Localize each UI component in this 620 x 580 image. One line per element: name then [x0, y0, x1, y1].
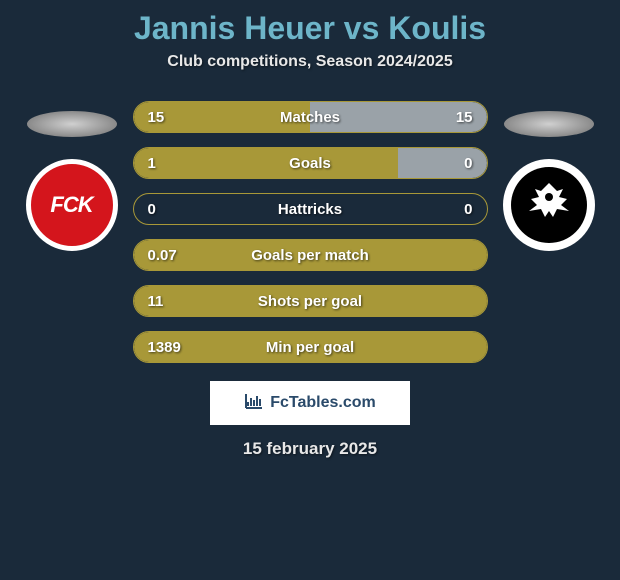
- stat-label: Matches: [280, 109, 340, 126]
- stat-bar-goals-per-match: 0.07 Goals per match: [133, 239, 488, 271]
- stat-fill-right: [398, 148, 486, 178]
- ellipse-decoration-right: [504, 111, 594, 137]
- stat-fill-left: [134, 148, 399, 178]
- date-text: 15 february 2025: [243, 439, 377, 459]
- stat-value-right: 0: [464, 155, 472, 172]
- ellipse-decoration-left: [27, 111, 117, 137]
- stat-bar-min-per-goal: 1389 Min per goal: [133, 331, 488, 363]
- chart-icon: [244, 392, 264, 415]
- stat-bar-matches: 15 Matches 15: [133, 101, 488, 133]
- stat-value-right: 0: [464, 201, 472, 218]
- team-left-crest: FCK: [26, 159, 118, 251]
- main-row: FCK 15 Matches 15 1 Goals 0: [0, 101, 620, 363]
- comparison-infographic: Jannis Heuer vs Koulis Club competitions…: [0, 0, 620, 479]
- team-left-crest-text: FCK: [50, 192, 92, 218]
- stat-value-left: 15: [148, 109, 165, 126]
- page-subtitle: Club competitions, Season 2024/2025: [167, 53, 452, 71]
- stat-bar-goals: 1 Goals 0: [133, 147, 488, 179]
- stat-bar-shots-per-goal: 11 Shots per goal: [133, 285, 488, 317]
- attribution-text: FcTables.com: [270, 394, 376, 412]
- stat-label: Goals per match: [251, 247, 369, 264]
- stat-value-left: 11: [148, 293, 164, 310]
- stat-label: Hattricks: [278, 201, 342, 218]
- stat-label: Min per goal: [266, 339, 354, 356]
- stat-value-left: 1: [148, 155, 156, 172]
- stat-label: Goals: [289, 155, 331, 172]
- stat-value-left: 0: [148, 201, 156, 218]
- stat-value-left: 0.07: [148, 247, 177, 264]
- eagle-icon: [523, 177, 575, 233]
- team-left-column: FCK: [26, 111, 118, 251]
- stats-column: 15 Matches 15 1 Goals 0 0 Hattricks 0: [133, 101, 488, 363]
- stat-value-right: 15: [456, 109, 473, 126]
- team-right-column: [503, 111, 595, 251]
- stat-label: Shots per goal: [258, 293, 362, 310]
- stat-bar-hattricks: 0 Hattricks 0: [133, 193, 488, 225]
- stat-value-left: 1389: [148, 339, 181, 356]
- attribution-badge: FcTables.com: [210, 381, 410, 425]
- team-right-crest: [503, 159, 595, 251]
- team-right-crest-inner: [511, 167, 587, 243]
- page-title: Jannis Heuer vs Koulis: [134, 10, 486, 47]
